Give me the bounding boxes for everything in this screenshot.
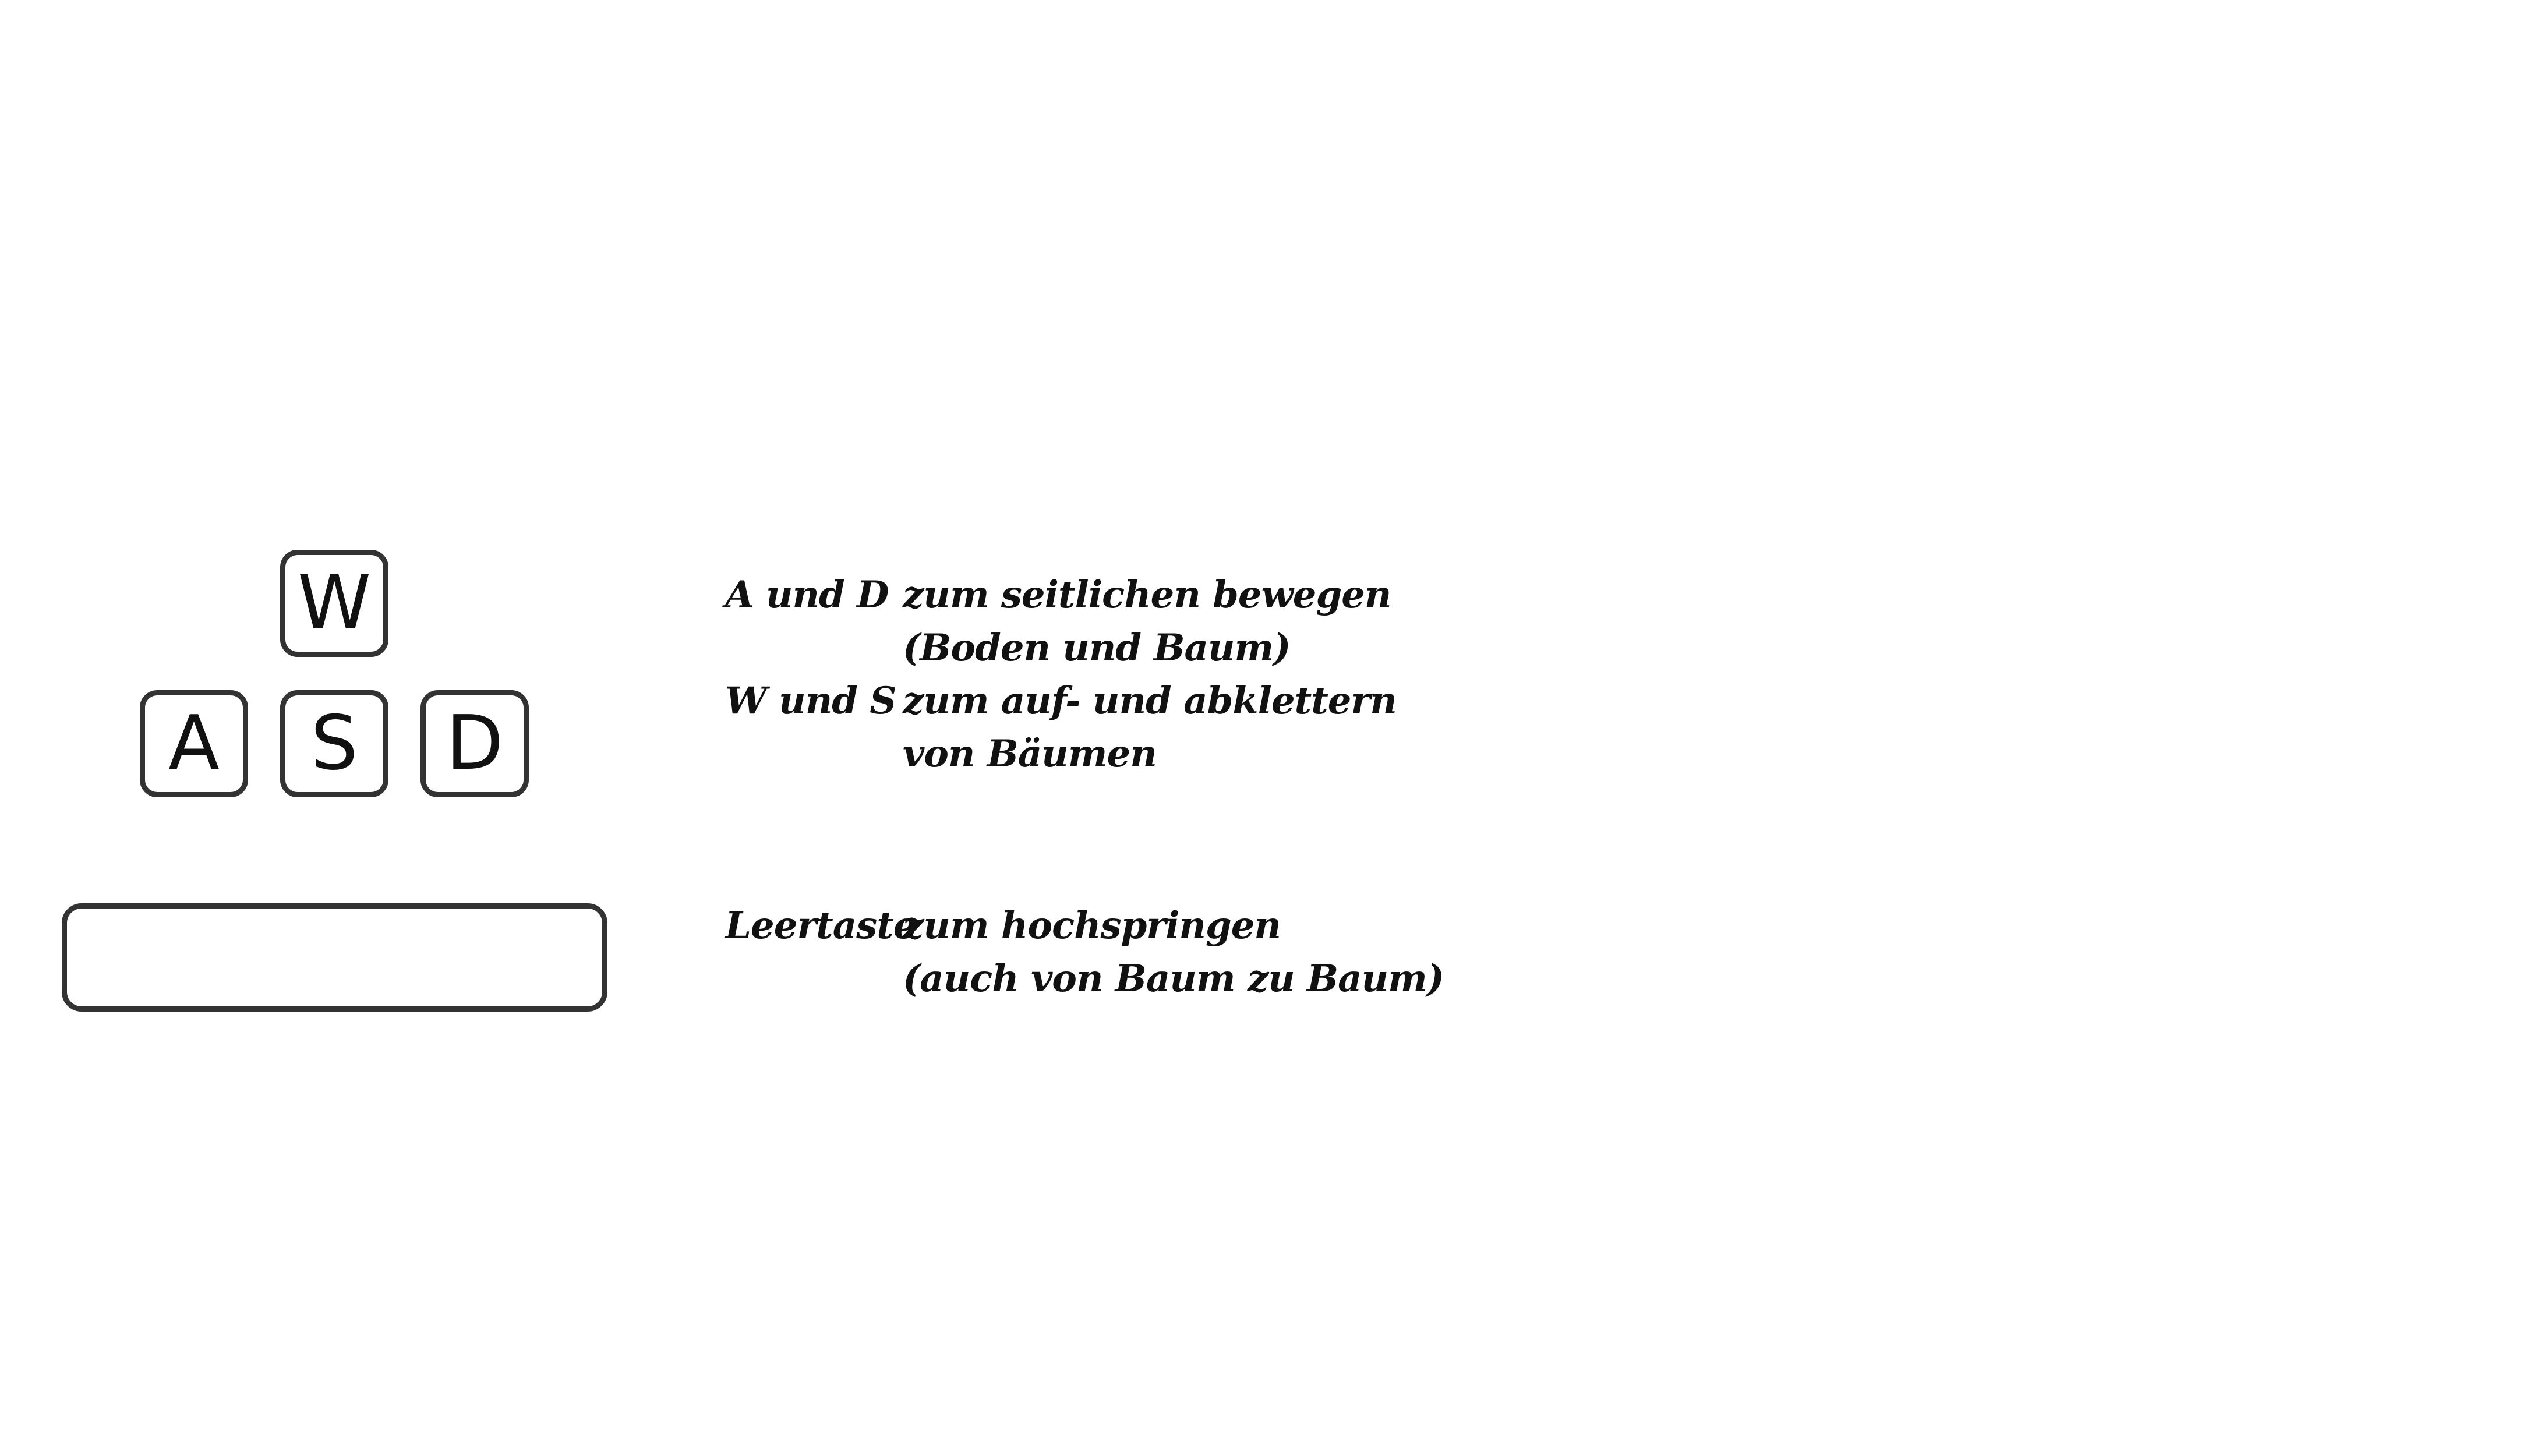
control-label-ad: A und D [725,573,889,617]
control-desc-line: (auch von Baum zu Baum) [903,957,1444,1001]
control-desc-line: zum seitlichen bewegen [903,573,1391,617]
key-s[interactable]: S [280,690,388,797]
control-desc-ws: zum auf- und abklettern von Bäumen [903,674,1397,780]
control-desc-line: zum auf- und abklettern [903,679,1397,723]
key-a[interactable]: A [140,690,248,797]
key-d[interactable]: D [420,690,529,797]
control-label-space: Leertaste [725,904,917,948]
control-desc-space: zum hochspringen (auch von Baum zu Baum) [903,899,1444,1005]
control-desc-line: zum hochspringen [903,904,1281,948]
control-desc-ad: zum seitlichen bewegen (Boden und Baum) [903,568,1391,674]
key-spacebar[interactable] [62,903,607,1012]
control-desc-line: von Bäumen [903,732,1157,776]
control-label-ws: W und S [725,679,896,723]
control-desc-line: (Boden und Baum) [903,626,1291,670]
key-w[interactable]: W [280,550,388,657]
